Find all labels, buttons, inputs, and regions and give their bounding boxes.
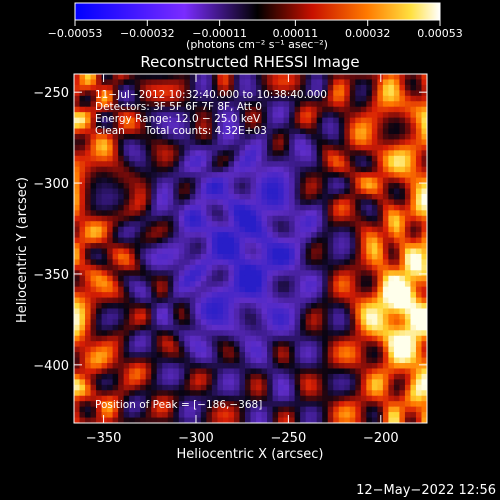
y-tick-label: −250 — [33, 86, 69, 101]
x-tick-label: −200 — [363, 431, 399, 446]
chart-title: Reconstructed RHESSI Image — [140, 53, 359, 71]
colorbar-tick-label: 0.00032 — [345, 27, 391, 40]
x-tick-label: −350 — [86, 431, 122, 446]
annotation-line-3: Energy Range: 12.0 − 25.0 keV — [95, 113, 261, 125]
colorbar-tick-label: −0.00053 — [48, 27, 103, 40]
colorbar-units: (photons cm⁻² s⁻¹ asec⁻²) — [186, 38, 328, 51]
x-tick-label: −250 — [271, 431, 307, 446]
colorbar: −0.00053 −0.00032 −0.00011 0.00011 0.00032 0.… — [48, 2, 463, 51]
y-tick-label: −300 — [33, 177, 69, 192]
y-tick-label: −400 — [33, 359, 69, 374]
annotation-line-4: Clean Total counts: 4.32E+03 — [95, 125, 267, 137]
colorbar-tick-label: 0.00053 — [417, 27, 463, 40]
x-axis-label: Heliocentric X (arcsec) — [177, 447, 324, 462]
x-tick-label: −300 — [178, 431, 214, 446]
annotation-block: 11−Jul−2012 10:32:40.000 to 10:38:40.000… — [95, 89, 327, 137]
y-tick-label: −350 — [33, 268, 69, 283]
colorbar-tick-label: 0.00011 — [273, 27, 319, 40]
footer-timestamp: 12−May−2022 12:56 — [356, 483, 496, 498]
heatmap — [74, 74, 427, 423]
peak-position-label: Position of Peak = [−186,−368] — [95, 399, 262, 411]
annotation-line-2: Detectors: 3F 5F 6F 7F 8F, Att 0 — [95, 101, 262, 113]
plot-frame — [73, 73, 428, 424]
colorbar-gradient — [74, 2, 441, 21]
y-axis-label: Heliocentric Y (arcsec) — [15, 177, 30, 323]
colorbar-tick-label: −0.00011 — [192, 27, 247, 40]
colorbar-tick-label: −0.00032 — [120, 27, 175, 40]
annotation-line-1: 11−Jul−2012 10:32:40.000 to 10:38:40.000 — [95, 89, 327, 101]
